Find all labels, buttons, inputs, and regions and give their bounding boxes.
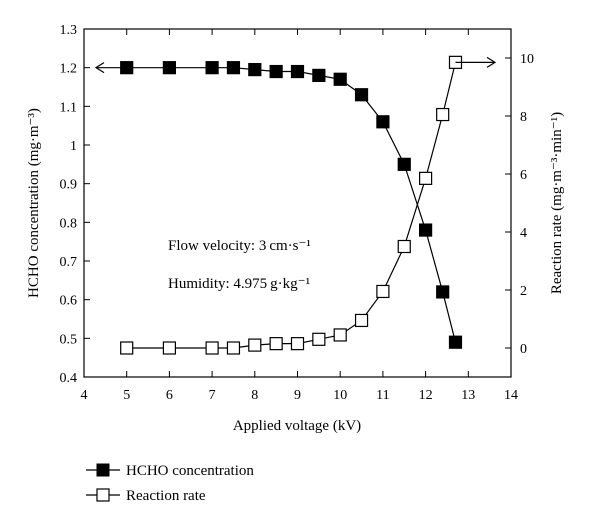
y-left-tick-label: 0.7 xyxy=(60,255,78,270)
y-left-tick-label: 0.8 xyxy=(60,216,78,231)
legend-marker-rate xyxy=(96,488,110,502)
x-axis: 4 5 6 7 8 9 10 11 12 13 14 xyxy=(81,29,518,403)
x-tick-label: 7 xyxy=(209,388,216,403)
y-axis-left: 0.4 0.5 0.6 0.7 0.8 0.9 1 1.1 1.2 1.3 xyxy=(60,23,90,386)
axis-arrows xyxy=(94,56,497,74)
y-right-tick-label: 6 xyxy=(520,168,527,183)
y-left-tick-label: 1.1 xyxy=(60,100,78,115)
reaction-rate-data-point xyxy=(354,313,369,328)
hcho-data-point xyxy=(205,61,219,75)
y-right-tick-label: 8 xyxy=(520,110,527,125)
x-tick-label: 4 xyxy=(81,388,88,403)
reaction-rate-data-point xyxy=(120,341,134,355)
hcho-data-point xyxy=(226,61,241,75)
x-tick-label: 8 xyxy=(251,388,258,403)
right-axis-arrow-head xyxy=(486,56,497,68)
y-right-tick-label: 10 xyxy=(520,52,534,67)
reaction-rate-data-point xyxy=(376,284,390,299)
y-axis-left-label: HCHO concentration (mg·m⁻³) xyxy=(26,108,42,298)
x-tick-label: 9 xyxy=(294,388,301,403)
hcho-data-point xyxy=(312,68,326,83)
reaction-rate-data-point xyxy=(333,328,347,342)
x-axis-label: Applied voltage (kV) xyxy=(233,418,361,434)
hcho-data-point xyxy=(162,61,176,75)
y-left-tick-label: 0.9 xyxy=(60,178,78,193)
hcho-data-point xyxy=(354,88,369,102)
hcho-data-point xyxy=(333,72,347,86)
y-left-tick-label: 1 xyxy=(70,139,77,154)
y-left-tick-label: 0.5 xyxy=(60,332,78,347)
x-tick-label: 14 xyxy=(504,388,518,403)
y-left-tick-label: 1.3 xyxy=(60,23,78,38)
y-left-tick-label: 0.4 xyxy=(60,371,78,386)
y-right-tick-label: 4 xyxy=(520,226,527,241)
x-tick-label: 10 xyxy=(333,388,347,403)
y-axis-right: 0 2 4 6 8 10 xyxy=(505,52,534,357)
reaction-rate-data-point xyxy=(162,341,176,355)
legend-marker-hcho xyxy=(96,463,110,477)
reaction-rate-data-point xyxy=(269,337,283,351)
hcho-data-point xyxy=(436,285,450,299)
hcho-data-point xyxy=(248,62,262,77)
reaction-rate-data-point xyxy=(312,332,326,346)
series-layer xyxy=(120,55,463,355)
reaction-rate-data-point xyxy=(397,239,411,254)
x-tick-label: 11 xyxy=(376,388,389,403)
legend: HCHO concentration Reaction rate xyxy=(86,463,254,504)
reaction-rate-data-point xyxy=(290,337,305,351)
hcho-data-point xyxy=(269,64,283,79)
legend-label-hcho: HCHO concentration xyxy=(126,463,254,479)
y-axis-right-label: Reaction rate (mg·m⁻³·min⁻¹) xyxy=(549,112,565,294)
reaction-rate-data-point xyxy=(226,341,241,355)
y-right-tick-label: 0 xyxy=(520,342,527,357)
hcho-data-point xyxy=(448,335,463,349)
hcho-data-point xyxy=(397,157,411,171)
reaction-rate-data-point xyxy=(205,341,219,355)
x-tick-label: 12 xyxy=(419,388,433,403)
hcho-data-point xyxy=(290,64,305,79)
reaction-rate-data-point xyxy=(436,107,450,122)
annotation-flow-velocity: Flow velocity: 3 cm·s⁻¹ xyxy=(168,238,311,254)
x-tick-label: 13 xyxy=(461,388,475,403)
hcho-concentration-line xyxy=(126,67,457,343)
reaction-rate-line xyxy=(126,62,457,349)
reaction-rate-data-point xyxy=(248,338,262,352)
hcho-data-point xyxy=(376,115,390,129)
x-tick-label: 5 xyxy=(123,388,130,403)
y-left-tick-label: 1.2 xyxy=(60,62,78,77)
x-tick-label: 6 xyxy=(166,388,173,403)
hcho-data-point xyxy=(419,223,433,237)
reaction-rate-data-point xyxy=(419,171,433,185)
y-right-tick-label: 2 xyxy=(520,284,527,299)
plot-frame xyxy=(83,28,512,378)
annotation-humidity: Humidity: 4.975 g·kg⁻¹ xyxy=(168,276,310,292)
left-axis-arrow-head xyxy=(94,62,105,74)
legend-label-rate: Reaction rate xyxy=(126,488,206,504)
y-left-tick-label: 0.6 xyxy=(60,294,78,309)
